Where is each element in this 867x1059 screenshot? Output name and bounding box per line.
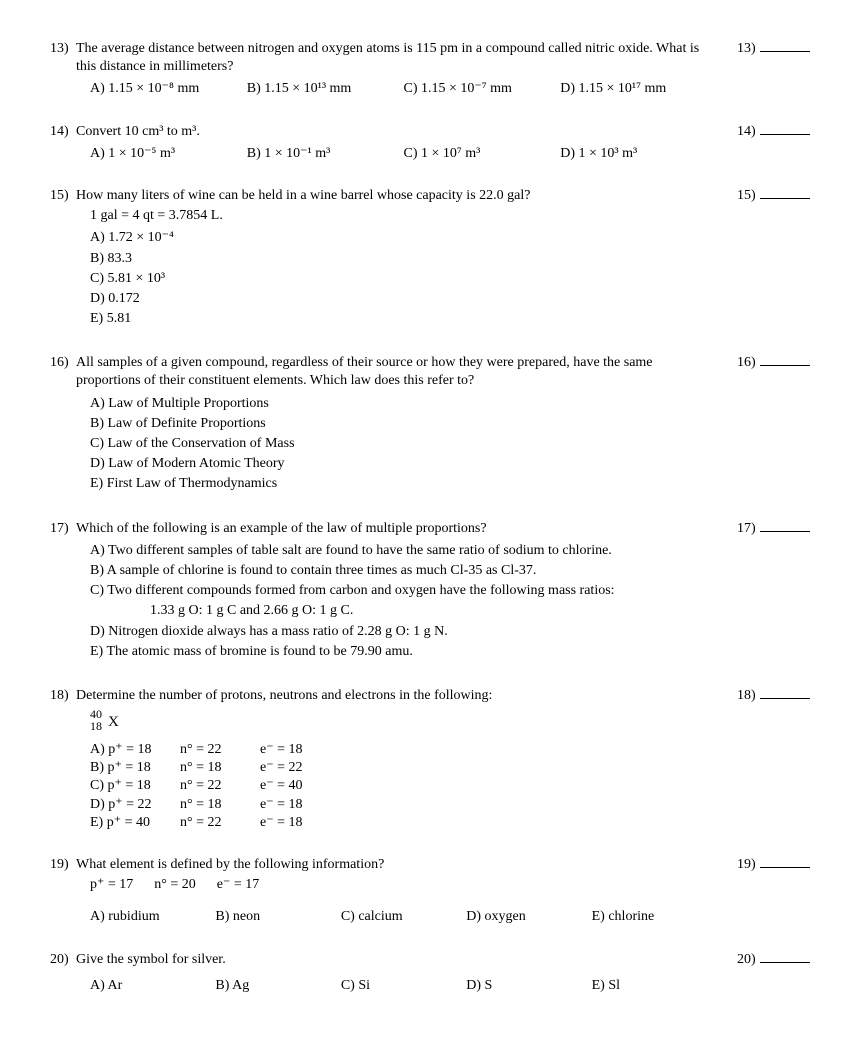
answer-blank[interactable] <box>760 962 810 963</box>
choices-table: A) p⁺ = 18 n° = 22 e⁻ = 18 B) p⁺ = 18 n°… <box>90 741 717 832</box>
choice-c: C) calcium <box>341 908 466 926</box>
choice-c: C) 1.15 × 10⁻⁷ mm <box>404 80 561 98</box>
choice-e: E) 5.81 <box>90 310 717 328</box>
choice-d: D) Nitrogen dioxide always has a mass ra… <box>90 623 717 641</box>
answer-number: 15) <box>737 188 756 203</box>
choice-d: D) p⁺ = 22 n° = 18 e⁻ = 18 <box>90 796 717 814</box>
answer-slot: 15) <box>737 187 817 205</box>
answer-slot: 17) <box>737 520 817 538</box>
answer-number: 20) <box>737 952 756 967</box>
question-subinfo: p⁺ = 17 n° = 20 e⁻ = 17 <box>90 876 717 894</box>
choice-c: C) 1 × 10⁷ m³ <box>404 145 561 163</box>
choice-a: A) p⁺ = 18 n° = 22 e⁻ = 18 <box>90 741 717 759</box>
choice-b: B) Ag <box>215 977 340 995</box>
answer-blank[interactable] <box>760 365 810 366</box>
atomic-number: 18 <box>90 719 102 735</box>
choice-a: A) Law of Multiple Proportions <box>90 395 717 413</box>
choice-b: B) neon <box>215 908 340 926</box>
question-number: 18) <box>50 687 76 705</box>
answer-slot: 18) <box>737 687 817 705</box>
question-14: 14) Convert 10 cm³ to m³. A) 1 × 10⁻⁵ m³… <box>50 123 817 163</box>
answer-number: 17) <box>737 521 756 536</box>
answer-blank[interactable] <box>760 867 810 868</box>
answer-slot: 20) <box>737 951 817 969</box>
choice-c: C) Si <box>341 977 466 995</box>
question-15: 15) How many liters of wine can be held … <box>50 187 817 330</box>
answer-slot: 19) <box>737 856 817 874</box>
question-stem: All samples of a given compound, regardl… <box>76 354 717 390</box>
choice-b: B) Law of Definite Proportions <box>90 415 717 433</box>
choice-e: E) Sl <box>592 977 717 995</box>
nuclide-symbol: 40 18 X <box>90 709 119 733</box>
question-number: 15) <box>50 187 76 205</box>
choice-b: B) 1 × 10⁻¹ m³ <box>247 145 404 163</box>
element-symbol: X <box>108 714 119 730</box>
choice-b: B) p⁺ = 18 n° = 18 e⁻ = 22 <box>90 759 717 777</box>
question-stem: Give the symbol for silver. <box>76 951 717 969</box>
question-16: 16) All samples of a given compound, reg… <box>50 354 817 495</box>
question-number: 19) <box>50 856 76 874</box>
choice-b: B) 83.3 <box>90 250 717 268</box>
question-number: 17) <box>50 520 76 538</box>
choice-c: C) Law of the Conservation of Mass <box>90 435 717 453</box>
answer-blank[interactable] <box>760 198 810 199</box>
choice-d: D) Law of Modern Atomic Theory <box>90 455 717 473</box>
choice-a: A) Two different samples of table salt a… <box>90 542 717 560</box>
question-stem: How many liters of wine can be held in a… <box>76 187 717 205</box>
choice-a: A) 1.15 × 10⁻⁸ mm <box>90 80 247 98</box>
choice-c: C) p⁺ = 18 n° = 22 e⁻ = 40 <box>90 777 717 795</box>
answer-number: 14) <box>737 124 756 139</box>
choice-e: E) p⁺ = 40 n° = 22 e⁻ = 18 <box>90 814 717 832</box>
question-20: 20) Give the symbol for silver. A) Ar B)… <box>50 951 817 995</box>
choice-e: E) chlorine <box>592 908 717 926</box>
choice-a: A) rubidium <box>90 908 215 926</box>
answer-number: 19) <box>737 857 756 872</box>
question-stem: Convert 10 cm³ to m³. <box>76 123 717 141</box>
answer-blank[interactable] <box>760 531 810 532</box>
question-number: 13) <box>50 40 76 76</box>
answer-number: 16) <box>737 355 756 370</box>
question-number: 20) <box>50 951 76 969</box>
answer-slot: 13) <box>737 40 817 58</box>
answer-number: 13) <box>737 41 756 56</box>
choice-d: D) 0.172 <box>90 290 717 308</box>
question-stem: Determine the number of protons, neutron… <box>76 687 717 705</box>
choice-a: A) Ar <box>90 977 215 995</box>
answer-blank[interactable] <box>760 134 810 135</box>
choice-a: A) 1 × 10⁻⁵ m³ <box>90 145 247 163</box>
answer-blank[interactable] <box>760 698 810 699</box>
choice-c: C) Two different compounds formed from c… <box>90 582 717 600</box>
answer-slot: 14) <box>737 123 817 141</box>
answer-blank[interactable] <box>760 51 810 52</box>
choice-e: E) The atomic mass of bromine is found t… <box>90 643 717 661</box>
choice-c: C) 5.81 × 10³ <box>90 270 717 288</box>
question-stem: The average distance between nitrogen an… <box>76 40 717 76</box>
choice-d: D) S <box>466 977 591 995</box>
answer-slot: 16) <box>737 354 817 372</box>
choice-d: D) 1 × 10³ m³ <box>560 145 717 163</box>
question-17: 17) Which of the following is an example… <box>50 520 817 663</box>
choice-e: E) First Law of Thermodynamics <box>90 475 717 493</box>
question-18: 18) Determine the number of protons, neu… <box>50 687 817 832</box>
choice-b: B) 1.15 × 10¹³ mm <box>247 80 404 98</box>
question-stem: Which of the following is an example of … <box>76 520 717 538</box>
choice-a: A) 1.72 × 10⁻⁴ <box>90 229 717 247</box>
question-number: 16) <box>50 354 76 390</box>
question-stem: What element is defined by the following… <box>76 856 717 874</box>
answer-number: 18) <box>737 688 756 703</box>
choice-b: B) A sample of chlorine is found to cont… <box>90 562 717 580</box>
question-number: 14) <box>50 123 76 141</box>
question-13: 13) The average distance between nitroge… <box>50 40 817 99</box>
choice-d: D) oxygen <box>466 908 591 926</box>
question-19: 19) What element is defined by the follo… <box>50 856 817 927</box>
question-subinfo: 1 gal = 4 qt = 3.7854 L. <box>90 207 717 225</box>
choice-d: D) 1.15 × 10¹⁷ mm <box>560 80 717 98</box>
choice-c-line2: 1.33 g O: 1 g C and 2.66 g O: 1 g C. <box>150 602 717 620</box>
